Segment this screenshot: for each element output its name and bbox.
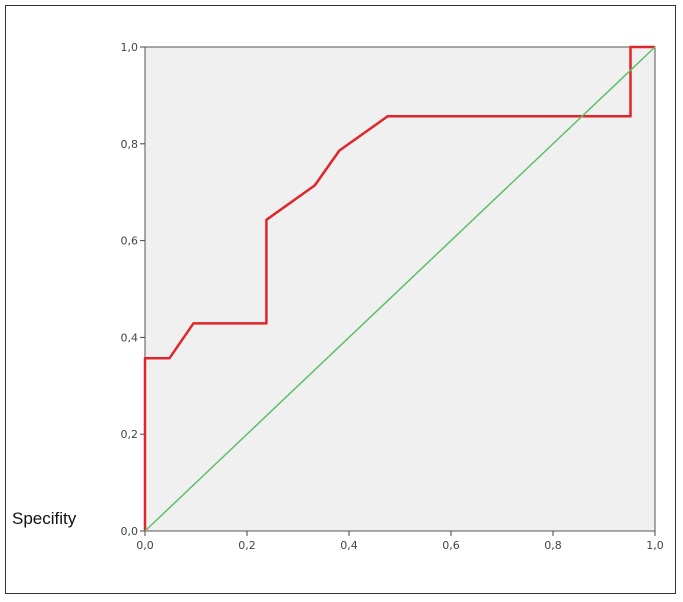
x-tick-label: 0,4 — [340, 539, 358, 552]
specifity-label: Specifity — [12, 509, 77, 528]
roc-curve-line — [143, 45, 655, 531]
series-lines — [143, 45, 656, 532]
y-axis-ticks: 0,0 0,2 0,4 0,6 0,8 1,0 — [121, 41, 145, 538]
x-tick-label: 0,8 — [544, 539, 562, 552]
y-tick-label: 0,8 — [121, 138, 139, 151]
x-axis-ticks: 0,0 0,2 0,4 0,6 0,8 1,0 — [136, 531, 664, 552]
y-tick-label: 0,4 — [121, 331, 139, 344]
y-tick-label: 0,6 — [121, 235, 139, 248]
y-tick-label: 1,0 — [121, 41, 139, 54]
x-tick-label: 0,0 — [136, 539, 154, 552]
x-tick-label: 1,0 — [646, 539, 664, 552]
x-tick-label: 0,6 — [442, 539, 460, 552]
reference-diagonal-line — [144, 46, 656, 532]
y-tick-label: 0,2 — [121, 428, 139, 441]
x-tick-label: 0,2 — [238, 539, 256, 552]
y-tick-label: 0,0 — [121, 525, 139, 538]
